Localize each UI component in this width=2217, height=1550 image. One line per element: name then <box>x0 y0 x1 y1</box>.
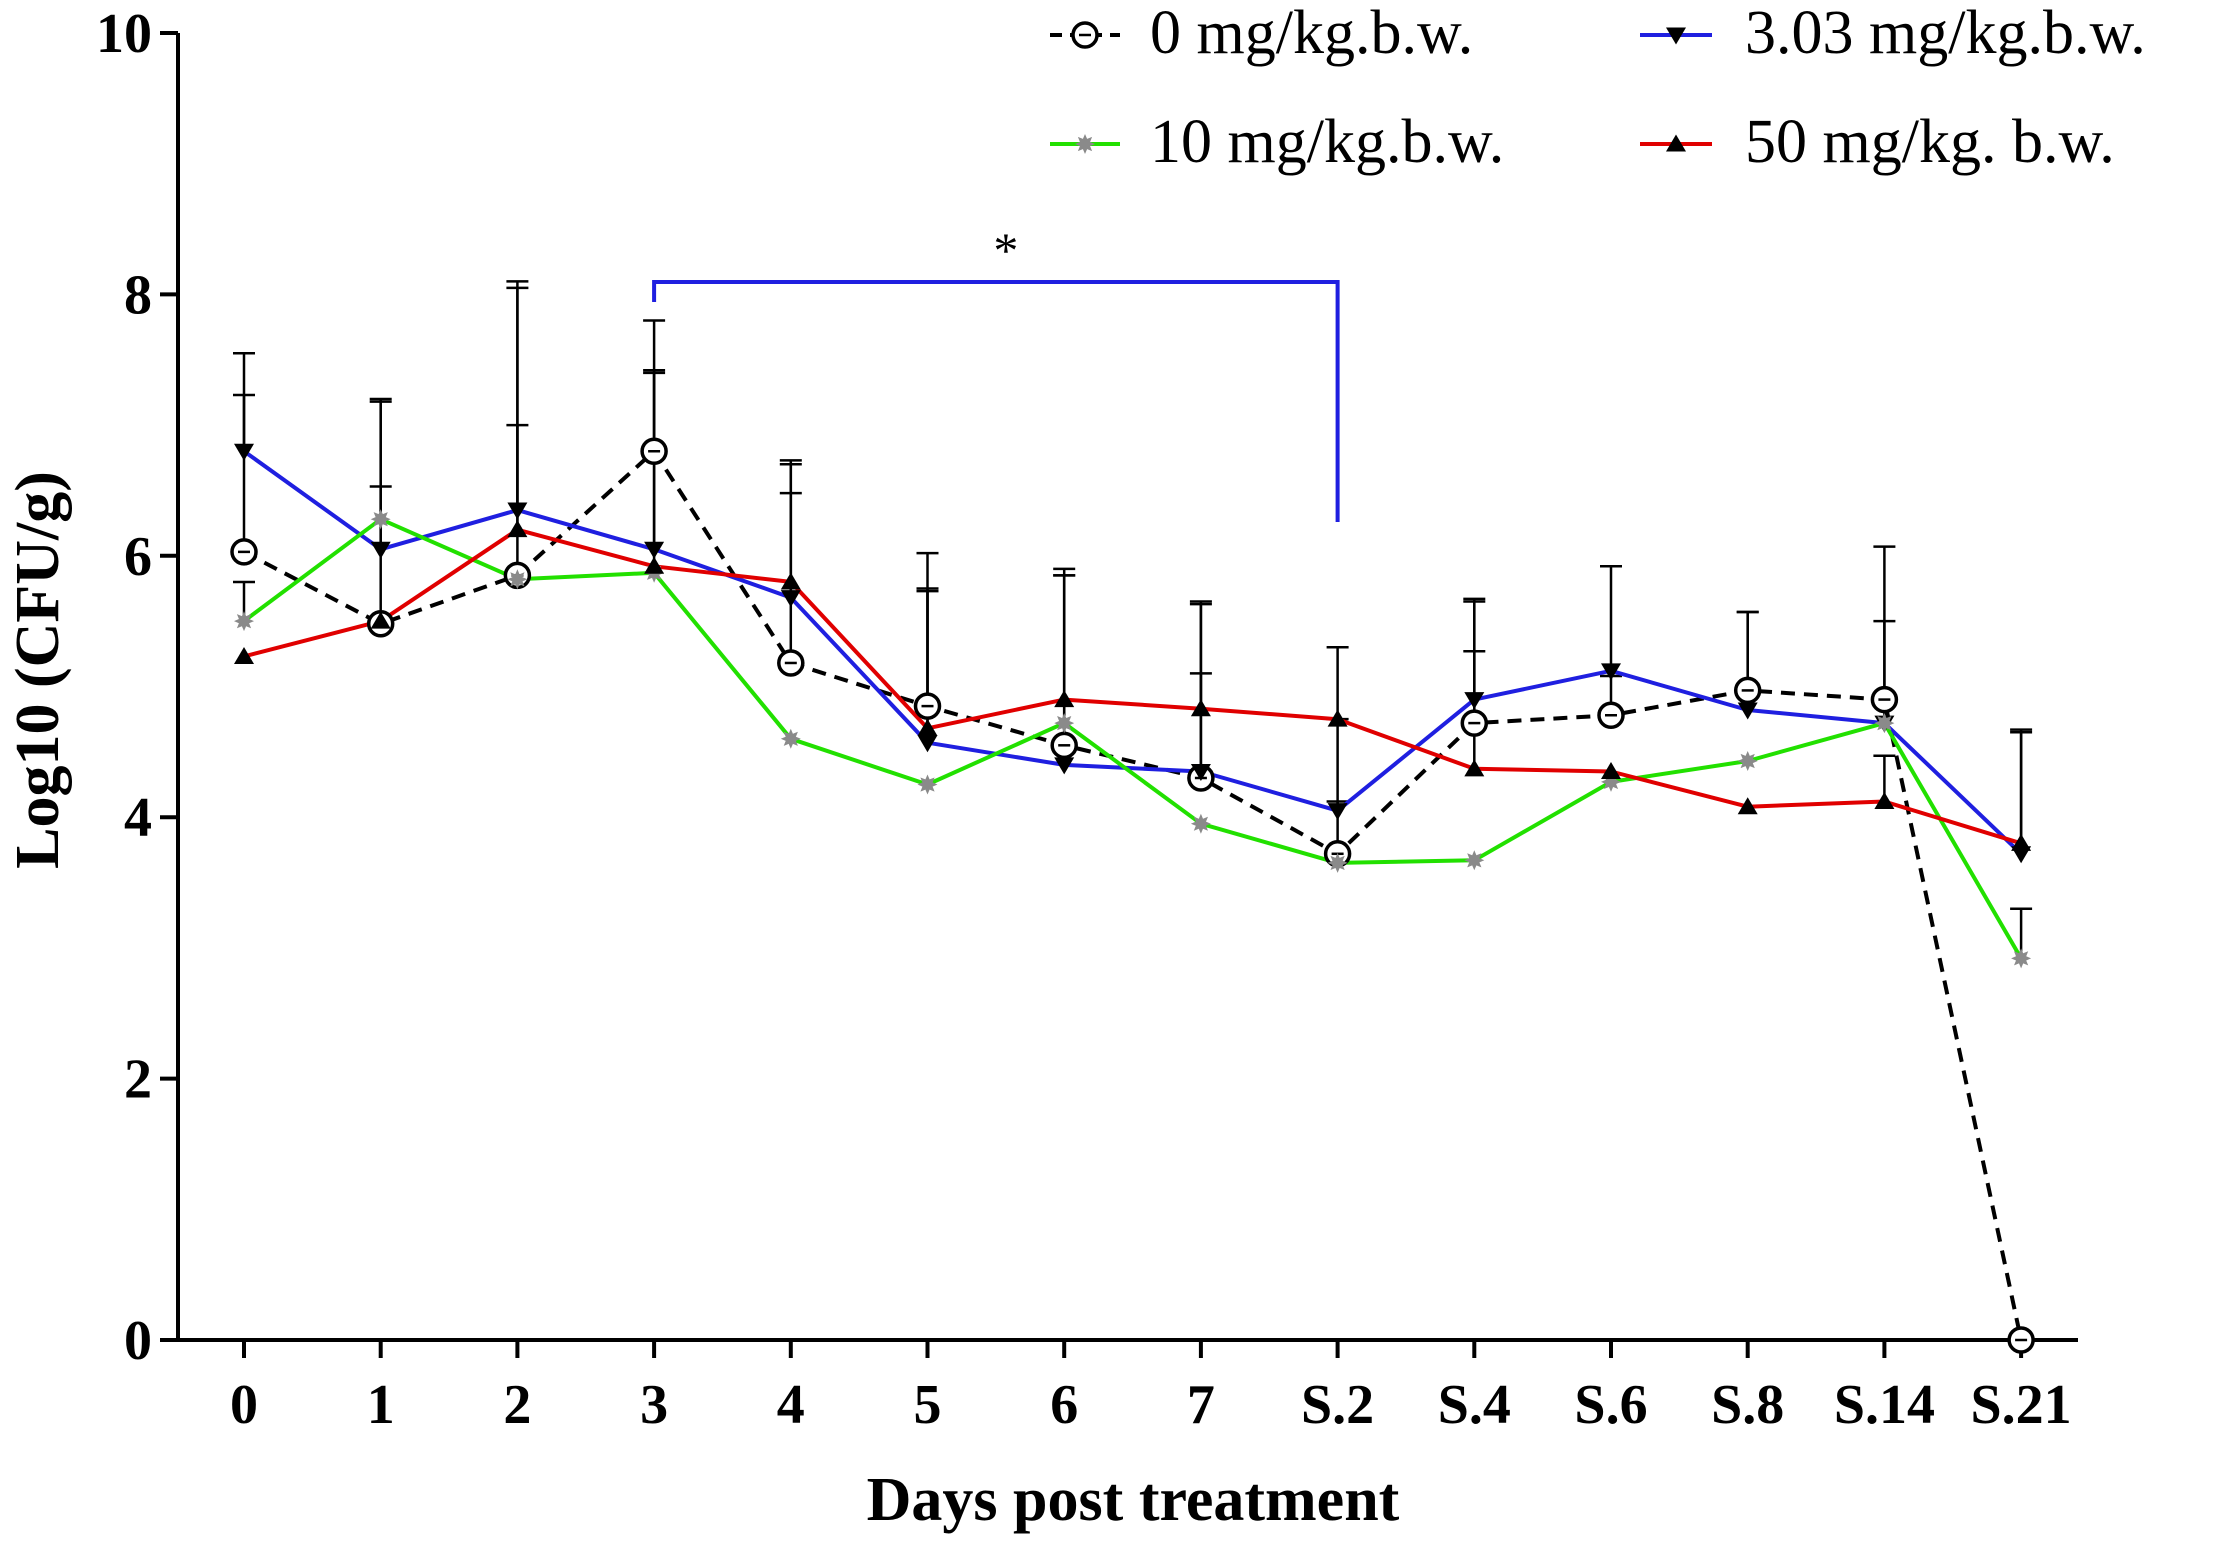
x-tick-label: S.6 <box>1574 1374 1647 1436</box>
x-tick-label: 6 <box>1050 1374 1078 1436</box>
data-point <box>1327 803 1348 821</box>
legend-label: 10 mg/kg.b.w. <box>1150 108 1504 176</box>
data-point <box>644 556 665 574</box>
x-tick-label: 1 <box>367 1374 395 1436</box>
data-point <box>1464 759 1485 777</box>
data-point <box>917 735 938 753</box>
axes: 0 2 4 6 8 10 0 1 2 3 4 5 6 7 S.2 S.4 S.6 S.8 S.14 S.21 <box>96 3 2078 1436</box>
data-point <box>1666 134 1686 152</box>
legend: 0 mg/kg.b.w. 3.03 mg/kg.b.w. 10 mg/kg.b.w.… <box>1050 0 2146 176</box>
x-axis-title: Days post treatment <box>867 1466 1400 1534</box>
series-markers <box>230 437 2035 1354</box>
data-point <box>780 590 801 608</box>
data-point <box>507 569 528 590</box>
series-line <box>242 449 2023 856</box>
data-point <box>1190 763 1211 781</box>
data-point <box>1190 699 1211 717</box>
y-tick-label: 10 <box>96 3 152 65</box>
data-point <box>1601 761 1621 779</box>
y-tick-label: 4 <box>124 787 152 849</box>
y-axis-title: Log10 (CFU/g) <box>4 471 72 869</box>
series-lines <box>242 449 2024 1341</box>
data-point <box>1737 702 1758 720</box>
data-point <box>1327 709 1348 727</box>
data-point <box>1737 797 1758 815</box>
legend-label: 0 mg/kg.b.w. <box>1150 0 1473 67</box>
data-point <box>644 541 665 559</box>
data-point <box>370 611 391 629</box>
data-point <box>1054 713 1075 734</box>
data-point <box>2011 833 2032 851</box>
x-tick-label: S.8 <box>1711 1374 1784 1436</box>
data-point <box>917 718 938 736</box>
data-point <box>507 502 528 520</box>
data-point <box>1190 813 1211 834</box>
legend-label: 3.03 mg/kg.b.w. <box>1745 0 2146 67</box>
data-point <box>234 646 254 664</box>
significance-star: * <box>993 222 1018 278</box>
y-tick-label: 2 <box>124 1049 152 1111</box>
y-tick-label: 6 <box>124 526 152 588</box>
data-point <box>1666 27 1686 45</box>
error-bars <box>233 280 2033 959</box>
y-tick-label: 8 <box>124 264 152 326</box>
data-point <box>2011 948 2032 969</box>
data-point <box>1054 757 1075 775</box>
data-point <box>1054 690 1075 708</box>
data-point <box>234 443 254 461</box>
data-point <box>1464 692 1485 710</box>
significance-bracket <box>652 280 1340 522</box>
data-point <box>1874 792 1895 810</box>
x-tick-label: 0 <box>230 1374 258 1436</box>
data-point <box>1464 850 1485 871</box>
x-tick-label: 4 <box>777 1374 805 1436</box>
data-point <box>507 520 528 538</box>
data-point <box>917 774 938 795</box>
legend-label: 50 mg/kg. b.w. <box>1745 108 2115 176</box>
x-tick-label: S.2 <box>1301 1374 1374 1436</box>
x-tick-label: 7 <box>1187 1374 1215 1436</box>
x-tick-label: 5 <box>914 1374 942 1436</box>
data-point <box>234 611 254 632</box>
series-line <box>243 449 2024 1341</box>
data-point <box>1737 751 1758 771</box>
data-point <box>1075 134 1095 154</box>
x-tick-label: S.4 <box>1438 1374 1511 1436</box>
significance-bracket-group: * <box>652 222 1340 522</box>
x-tick-label: S.14 <box>1834 1374 1935 1436</box>
x-tick-label: S.21 <box>1971 1374 2072 1436</box>
data-point <box>370 509 391 530</box>
data-point <box>1874 713 1895 734</box>
data-point <box>1327 852 1348 873</box>
data-point <box>780 572 801 590</box>
series-line <box>243 527 2022 846</box>
x-tick-label: 2 <box>503 1374 531 1436</box>
y-tick-label: 0 <box>124 1310 152 1372</box>
data-point <box>780 728 801 749</box>
data-point <box>1601 663 1621 681</box>
x-tick-label: 3 <box>640 1374 668 1436</box>
series-line <box>242 517 2023 960</box>
data-point <box>370 541 391 559</box>
